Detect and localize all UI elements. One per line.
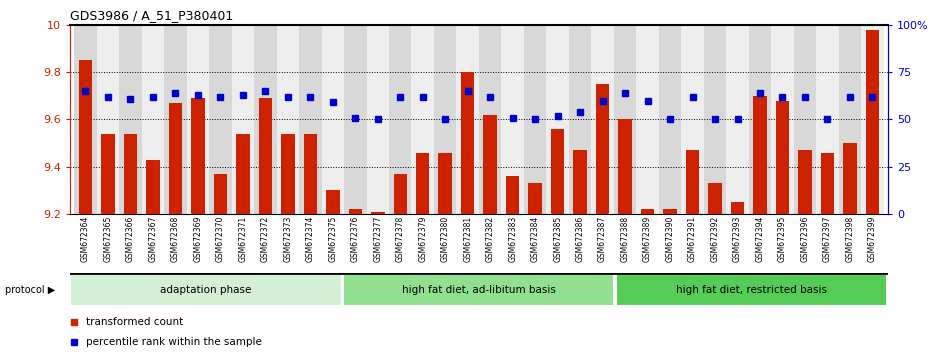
Text: protocol ▶: protocol ▶ xyxy=(5,285,55,295)
Bar xyxy=(591,25,614,214)
Bar xyxy=(168,103,182,214)
Text: high fat diet, restricted basis: high fat diet, restricted basis xyxy=(676,285,828,295)
Bar xyxy=(547,25,569,214)
Bar xyxy=(214,174,227,214)
Bar xyxy=(322,25,344,214)
Bar xyxy=(704,25,726,214)
Bar xyxy=(793,25,817,214)
Bar xyxy=(416,153,430,214)
Bar xyxy=(146,160,160,214)
Bar xyxy=(281,134,295,214)
Bar xyxy=(569,25,591,214)
Bar xyxy=(187,25,209,214)
Bar xyxy=(618,120,631,214)
Bar xyxy=(753,96,766,214)
Bar xyxy=(844,143,857,214)
Text: percentile rank within the sample: percentile rank within the sample xyxy=(86,337,262,347)
Bar xyxy=(749,25,771,214)
Bar xyxy=(97,25,119,214)
Bar xyxy=(389,25,411,214)
Bar xyxy=(776,101,790,214)
Bar xyxy=(682,25,704,214)
Bar xyxy=(254,25,276,214)
Bar xyxy=(259,98,272,214)
Bar xyxy=(366,25,389,214)
Bar xyxy=(438,153,452,214)
Bar xyxy=(663,210,677,214)
Text: GDS3986 / A_51_P380401: GDS3986 / A_51_P380401 xyxy=(70,9,233,22)
Bar xyxy=(506,176,520,214)
Bar xyxy=(820,153,834,214)
Bar xyxy=(343,274,615,306)
Bar xyxy=(861,25,884,214)
Bar xyxy=(817,25,839,214)
Bar xyxy=(209,25,232,214)
Bar xyxy=(434,25,457,214)
Bar xyxy=(165,25,187,214)
Bar xyxy=(685,150,699,214)
Bar xyxy=(528,183,542,214)
Bar xyxy=(658,25,682,214)
Bar xyxy=(798,150,812,214)
Bar xyxy=(616,274,887,306)
Bar xyxy=(641,210,655,214)
Bar xyxy=(232,25,254,214)
Bar xyxy=(326,190,339,214)
Bar xyxy=(70,274,341,306)
Bar xyxy=(636,25,658,214)
Bar xyxy=(119,25,141,214)
Bar xyxy=(101,134,114,214)
Bar xyxy=(461,72,474,214)
Bar xyxy=(839,25,861,214)
Bar xyxy=(276,25,299,214)
Bar xyxy=(574,150,587,214)
Bar xyxy=(303,134,317,214)
Bar xyxy=(371,212,384,214)
Bar xyxy=(524,25,547,214)
Bar xyxy=(479,25,501,214)
Bar xyxy=(614,25,636,214)
Text: adaptation phase: adaptation phase xyxy=(161,285,252,295)
Bar xyxy=(457,25,479,214)
Bar xyxy=(551,129,565,214)
Text: high fat diet, ad-libitum basis: high fat diet, ad-libitum basis xyxy=(402,285,556,295)
Bar xyxy=(501,25,524,214)
Bar xyxy=(411,25,434,214)
Bar xyxy=(596,84,609,214)
Bar xyxy=(124,134,138,214)
Text: transformed count: transformed count xyxy=(86,318,183,327)
Bar xyxy=(192,98,205,214)
Bar xyxy=(141,25,165,214)
Bar xyxy=(731,202,744,214)
Bar xyxy=(344,25,366,214)
Bar xyxy=(866,29,879,214)
Bar xyxy=(74,25,97,214)
Bar xyxy=(349,210,362,214)
Bar xyxy=(726,25,749,214)
Bar xyxy=(79,60,92,214)
Bar xyxy=(484,115,497,214)
Bar xyxy=(771,25,793,214)
Bar xyxy=(393,174,407,214)
Bar xyxy=(299,25,322,214)
Bar xyxy=(709,183,722,214)
Bar xyxy=(236,134,249,214)
